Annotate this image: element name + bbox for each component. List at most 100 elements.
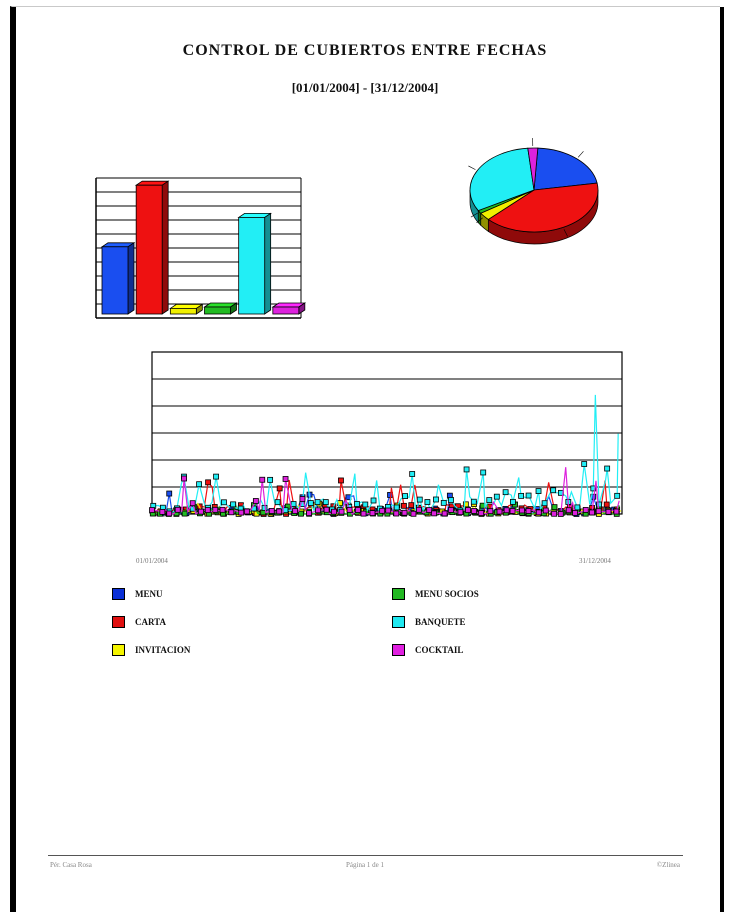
line-point-marker bbox=[519, 507, 525, 514]
pie-slice-carta bbox=[487, 182, 599, 233]
legend-item-menu: MENU bbox=[112, 586, 392, 602]
line-point-marker bbox=[276, 508, 283, 515]
line-point-marker bbox=[149, 507, 155, 513]
line-point-marker bbox=[431, 510, 437, 517]
line-point-marker bbox=[228, 509, 235, 516]
line-point-marker bbox=[379, 507, 386, 514]
legend-item-invitacion: INVITACION bbox=[112, 642, 392, 658]
footer-left: Pér. Casa Rosa bbox=[50, 861, 92, 869]
bar-side-face bbox=[161, 180, 169, 315]
line-point-marker bbox=[159, 508, 166, 515]
line-point-marker bbox=[166, 510, 173, 517]
pie-leader-line bbox=[470, 212, 478, 218]
line-point-marker bbox=[401, 509, 408, 516]
line-point-marker bbox=[189, 505, 196, 512]
line-point-marker bbox=[213, 473, 219, 480]
legend-swatch-icon bbox=[392, 588, 405, 600]
line-point-marker bbox=[252, 498, 259, 504]
line-point-marker bbox=[493, 493, 500, 500]
line-chart-end-date: 31/12/2004 bbox=[579, 557, 611, 565]
line-point-marker bbox=[297, 510, 304, 517]
line-point-marker bbox=[457, 509, 464, 516]
line-point-marker bbox=[503, 507, 510, 514]
line-point-marker bbox=[274, 499, 281, 506]
line-point-marker bbox=[306, 510, 312, 517]
line-point-marker bbox=[496, 508, 503, 515]
legend-label: MENU bbox=[135, 589, 163, 599]
bar-menu bbox=[101, 246, 129, 315]
bar-carta bbox=[135, 184, 163, 315]
line-point-marker bbox=[369, 510, 376, 516]
line-point-marker bbox=[486, 497, 493, 503]
line-point-marker bbox=[355, 507, 361, 513]
line-point-marker bbox=[596, 501, 602, 508]
bar-invitacion bbox=[169, 307, 197, 315]
legend-swatch-icon bbox=[112, 616, 125, 628]
pie-chart bbox=[468, 138, 599, 245]
line-point-marker bbox=[471, 508, 478, 514]
line-point-marker bbox=[354, 501, 360, 507]
line-point-marker bbox=[408, 502, 415, 509]
line-point-marker bbox=[409, 471, 416, 477]
bar-chart bbox=[95, 177, 307, 319]
line-point-marker bbox=[299, 496, 306, 502]
line-point-marker bbox=[401, 502, 407, 509]
line-point-marker bbox=[525, 492, 532, 499]
line-point-marker bbox=[551, 510, 558, 517]
line-point-marker bbox=[292, 508, 299, 514]
line-point-marker bbox=[433, 496, 439, 503]
line-point-marker bbox=[550, 487, 557, 494]
legend-item-carta: CARTA bbox=[112, 614, 392, 630]
line-point-marker bbox=[535, 509, 542, 516]
line-chart bbox=[149, 351, 623, 517]
legend-swatch-icon bbox=[112, 588, 125, 600]
line-point-marker bbox=[323, 506, 330, 513]
footer-right: ©Zlinea bbox=[656, 861, 680, 869]
bar-menu-socios bbox=[204, 306, 231, 315]
line-point-marker bbox=[331, 508, 337, 515]
line-point-marker bbox=[463, 466, 470, 473]
line-point-marker bbox=[197, 508, 204, 515]
line-point-marker bbox=[259, 476, 266, 483]
line-point-marker bbox=[565, 507, 572, 514]
legend-item-cocktail: COCKTAIL bbox=[392, 642, 612, 658]
line-point-marker bbox=[605, 508, 612, 515]
legend-swatch-icon bbox=[392, 616, 405, 628]
line-point-marker bbox=[307, 500, 314, 506]
line-point-marker bbox=[181, 510, 188, 517]
line-point-marker bbox=[448, 497, 454, 503]
legend-swatch-icon bbox=[392, 644, 405, 656]
line-point-marker bbox=[362, 501, 369, 508]
legend-label: INVITACION bbox=[135, 645, 191, 655]
line-point-marker bbox=[613, 508, 620, 515]
pie-leader-line bbox=[476, 217, 483, 223]
line-point-marker bbox=[470, 498, 477, 505]
line-point-marker bbox=[603, 501, 610, 508]
line-point-marker bbox=[360, 510, 367, 517]
line-point-marker bbox=[572, 509, 578, 516]
line-point-marker bbox=[338, 508, 345, 515]
legend-item-menu-socios: MENU SOCIOS bbox=[392, 586, 612, 602]
line-point-marker bbox=[204, 507, 211, 513]
line-point-marker bbox=[424, 499, 431, 505]
line-point-marker bbox=[322, 499, 329, 505]
line-point-marker bbox=[510, 498, 516, 505]
line-point-marker bbox=[604, 465, 611, 472]
line-point-marker bbox=[509, 508, 516, 514]
legend-label: BANQUETE bbox=[415, 617, 466, 627]
line-point-marker bbox=[282, 476, 289, 482]
line-point-marker bbox=[261, 504, 268, 511]
line-point-marker bbox=[410, 510, 417, 517]
line-point-marker bbox=[465, 507, 471, 513]
line-point-marker bbox=[189, 500, 196, 507]
line-point-marker bbox=[290, 501, 297, 507]
legend: MENU MENU SOCIOS CARTA BANQUETE INVITACI… bbox=[112, 586, 612, 658]
line-point-marker bbox=[221, 499, 227, 506]
line-point-marker bbox=[582, 507, 589, 513]
line-point-marker bbox=[346, 506, 353, 513]
line-point-marker bbox=[614, 492, 621, 499]
line-point-marker bbox=[525, 508, 532, 514]
line-point-marker bbox=[370, 497, 377, 504]
pie-leader-line bbox=[577, 151, 584, 158]
pie-leader-line bbox=[563, 229, 568, 237]
